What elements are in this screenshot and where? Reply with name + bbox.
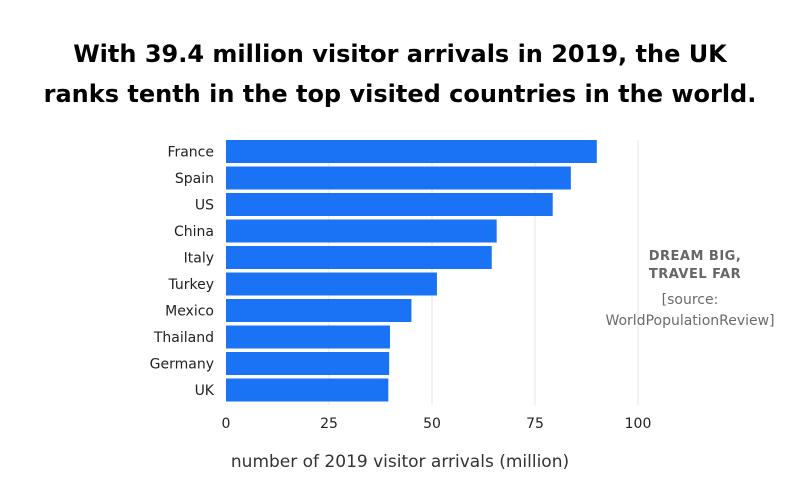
source-note: [source: WorldPopulationReview] — [580, 290, 800, 332]
bar-china — [226, 219, 497, 243]
bar-france — [226, 140, 597, 163]
bar-uk — [226, 378, 389, 402]
category-label-turkey: Turkey — [167, 277, 214, 293]
bar-turkey — [226, 272, 437, 296]
category-label-italy: Italy — [184, 251, 214, 267]
category-label-spain: Spain — [175, 171, 214, 187]
x-tick-label-4: 100 — [625, 416, 652, 432]
bar-us — [226, 193, 553, 216]
source-line-2: WorldPopulationReview] — [605, 313, 775, 329]
category-label-mexico: Mexico — [165, 304, 214, 320]
x-tick-label-3: 75 — [526, 416, 544, 432]
x-tick-label-1: 25 — [320, 416, 338, 432]
brand-line-1: DREAM BIG, — [648, 249, 742, 264]
x-tick-label-0: 0 — [222, 416, 231, 432]
title-line-2: ranks tenth in the top visited countries… — [43, 80, 757, 108]
category-label-us: US — [195, 198, 214, 214]
category-label-china: China — [174, 224, 214, 240]
x-axis-label: number of 2019 visitor arrivals (million… — [230, 452, 570, 472]
chart-title: With 39.4 million visitor arrivals in 20… — [0, 34, 800, 114]
bar-thailand — [226, 325, 390, 349]
title-line-1: With 39.4 million visitor arrivals in 20… — [73, 40, 727, 68]
source-line-1: [source: — [661, 292, 719, 308]
brand-tagline: DREAM BIG, TRAVEL FAR — [600, 248, 790, 284]
x-tick-label-2: 50 — [423, 416, 441, 432]
category-label-uk: UK — [195, 383, 215, 399]
category-label-germany: Germany — [150, 357, 214, 373]
bar-italy — [226, 246, 492, 269]
category-label-thailand: Thailand — [153, 330, 214, 346]
category-label-france: France — [167, 145, 214, 161]
bar-mexico — [226, 299, 412, 322]
bar-germany — [226, 352, 390, 375]
brand-line-2: TRAVEL FAR — [648, 267, 742, 282]
bar-spain — [226, 166, 571, 190]
